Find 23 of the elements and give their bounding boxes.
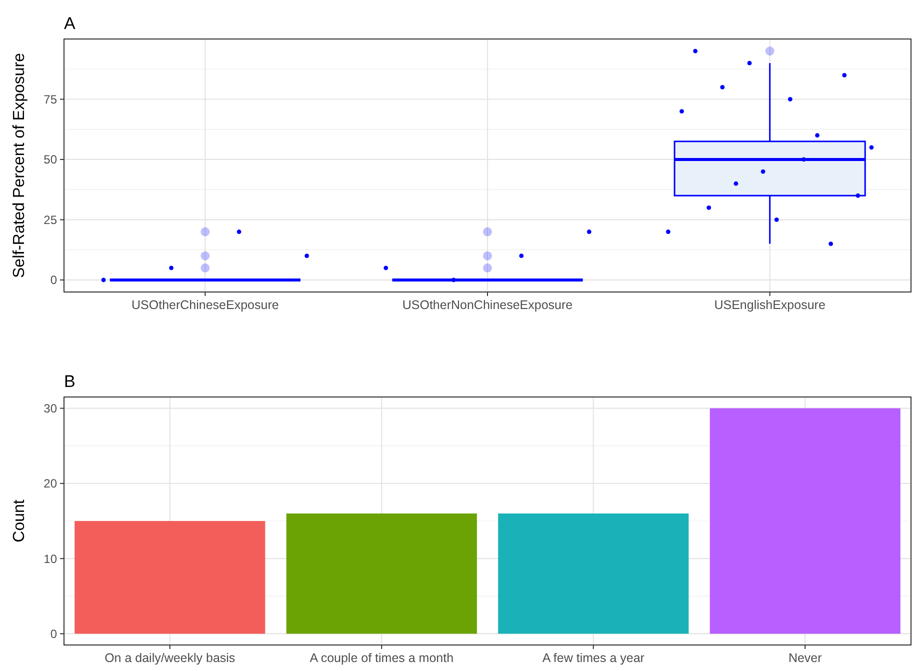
x-tick-label: Never [788, 651, 822, 665]
y-axis-title: Self-Rated Percent of Exposure [11, 52, 28, 278]
bar [74, 521, 266, 634]
y-tick-label: 25 [44, 212, 58, 227]
y-tick-label: 30 [44, 401, 58, 416]
chart-title: A [64, 14, 76, 33]
y-tick-label: 0 [50, 626, 58, 641]
x-tick-label: A few times a year [542, 651, 644, 665]
x-tick-label: A couple of times a month [310, 651, 454, 665]
x-tick-label: USEnglishExposure [714, 298, 826, 312]
y-tick-label: 0 [50, 273, 58, 288]
y-axis-title: Count [11, 499, 28, 542]
chart-title: B [64, 372, 76, 391]
x-tick-label: On a daily/weekly basis [104, 651, 236, 665]
y-tick-label: 50 [44, 152, 58, 167]
y-tick-label: 10 [44, 552, 58, 566]
bar [498, 513, 689, 634]
y-tick-label: 20 [44, 476, 58, 491]
x-tick-label: USOtherNonChineseExposure [402, 298, 573, 312]
y-tick-label: 75 [44, 92, 58, 106]
bar [286, 513, 477, 634]
x-tick-label: USOtherChineseExposure [132, 298, 279, 312]
bar [710, 408, 900, 634]
